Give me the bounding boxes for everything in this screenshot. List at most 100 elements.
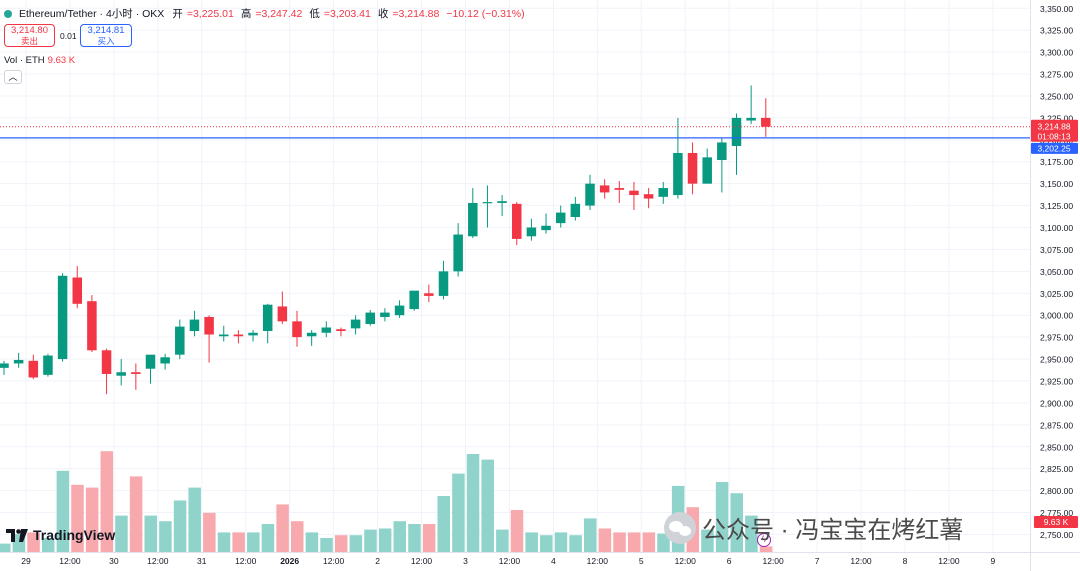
candle-body: [262, 304, 273, 331]
candle-body: [13, 359, 24, 364]
candle-body: [717, 142, 727, 160]
candle-body: [585, 183, 595, 206]
symbol-title[interactable]: Ethereum/Tether · 4小时 · OKX: [19, 8, 165, 20]
candle-body: [599, 185, 610, 193]
volume-bar: [408, 524, 421, 552]
last-price-tag: [1031, 119, 1078, 142]
sell-label: 卖出: [20, 36, 38, 46]
candle-body: [175, 326, 185, 355]
candle-body: [233, 334, 244, 337]
sell-price: 3,214.80: [11, 25, 48, 36]
volume-bar: [613, 532, 626, 552]
y-tick-label: 3,250.00: [1040, 91, 1073, 101]
volume-bar: [642, 532, 656, 552]
y-tick-label: 2,900.00: [1040, 398, 1073, 408]
y-tick-label: 3,175.00: [1040, 157, 1073, 167]
y-tick-label: 2,825.00: [1040, 464, 1073, 474]
x-tick-label: 12:00: [938, 556, 960, 566]
candle-body: [526, 227, 537, 237]
x-tick-label: 12:00: [762, 556, 784, 566]
sell-button[interactable]: 3,214.80 卖出: [4, 24, 55, 47]
y-tick-label: 3,225.00: [1040, 113, 1073, 123]
candle-body: [673, 152, 683, 196]
buy-button[interactable]: 3,214.81 买入: [80, 24, 132, 47]
tradingview-logo[interactable]: TradingView: [6, 527, 115, 543]
candle-body: [116, 372, 126, 376]
buy-label: 买入: [97, 36, 115, 46]
candle-body: [365, 312, 375, 324]
y-tick-label: 2,850.00: [1040, 442, 1073, 452]
volume-bar: [320, 538, 333, 552]
candle-body: [687, 152, 698, 184]
y-tick-label: 3,325.00: [1040, 26, 1073, 36]
candle-body: [614, 188, 625, 190]
candle-body: [512, 203, 522, 239]
candle-body: [555, 212, 566, 224]
candle-body: [570, 203, 581, 217]
ohlc-legend: Ethereum/Tether · 4小时 · OKX 开 =3,225.01 高…: [4, 6, 528, 21]
y-tick-label: 2,750.00: [1040, 530, 1073, 540]
open-value: =3,225.01: [186, 7, 234, 20]
x-tick-label: 2026: [280, 556, 299, 566]
tradingview-logo-icon: [6, 528, 28, 542]
volume-bar: [378, 528, 392, 552]
y-tick-label: 3,100.00: [1040, 223, 1073, 233]
volume-bar: [701, 529, 714, 552]
y-tick-label: 3,050.00: [1040, 267, 1073, 277]
volume-bar: [71, 484, 84, 552]
candle-body: [394, 305, 405, 316]
volume-bar: [510, 510, 524, 552]
volume-bar: [203, 512, 216, 552]
low-value: =3,203.41: [323, 7, 371, 20]
candle-body: [292, 321, 302, 338]
volume-bar: [173, 500, 187, 552]
y-tick-label: 2,925.00: [1040, 376, 1073, 386]
watermark: 公众号 · 冯宝宝在烤红薯: [664, 510, 963, 545]
y-tick-label: 2,800.00: [1040, 486, 1073, 496]
candle-body: [204, 316, 214, 335]
y-tick-label: 3,075.00: [1040, 245, 1073, 255]
volume-label: Vol · ETH: [4, 55, 45, 66]
volume-bar: [291, 521, 304, 552]
candle-body: [424, 293, 434, 296]
candle-body: [453, 234, 463, 272]
candle-body: [43, 355, 53, 375]
candle-body: [219, 334, 229, 337]
volume-bar: [715, 482, 729, 552]
volume-bar: [159, 521, 172, 552]
candle-body: [746, 117, 756, 121]
x-tick-label: 3: [463, 556, 468, 566]
volume-bar: [393, 521, 407, 552]
x-tick-label: 12:00: [850, 556, 872, 566]
volume-bar: [217, 532, 231, 552]
x-tick-label: 12:00: [675, 556, 697, 566]
candle-body: [306, 332, 317, 337]
x-tick-label: 8: [903, 556, 908, 566]
candle-body: [145, 354, 156, 369]
candle-body: [0, 363, 9, 368]
candle-body: [131, 372, 141, 374]
candle-body: [28, 360, 39, 378]
x-tick-label: 29: [21, 556, 31, 566]
tradingview-logo-text: TradingView: [33, 527, 116, 543]
x-tick-label: 9: [991, 556, 996, 566]
volume-bar: [349, 535, 363, 552]
x-tick-label: 7: [815, 556, 820, 566]
y-tick-label: 2,950.00: [1040, 355, 1073, 365]
candle-body: [321, 327, 332, 333]
candle-body: [468, 202, 478, 237]
candle-body: [409, 290, 419, 310]
collapse-legend-button[interactable]: ︿: [4, 70, 22, 84]
buy-price: 3,214.81: [87, 25, 125, 36]
candle-body: [350, 319, 361, 329]
candle-body: [643, 194, 654, 199]
y-tick-label: 2,875.00: [1040, 420, 1073, 430]
volume-bar: [598, 528, 612, 552]
lightning-icon[interactable]: ϟ: [757, 533, 771, 547]
x-tick-label: 6: [727, 556, 732, 566]
volume-value: 9.63 K: [47, 55, 76, 66]
close-value: =3,214.88: [392, 7, 440, 20]
volume-bar: [466, 454, 480, 552]
volume-bar: [525, 532, 538, 552]
